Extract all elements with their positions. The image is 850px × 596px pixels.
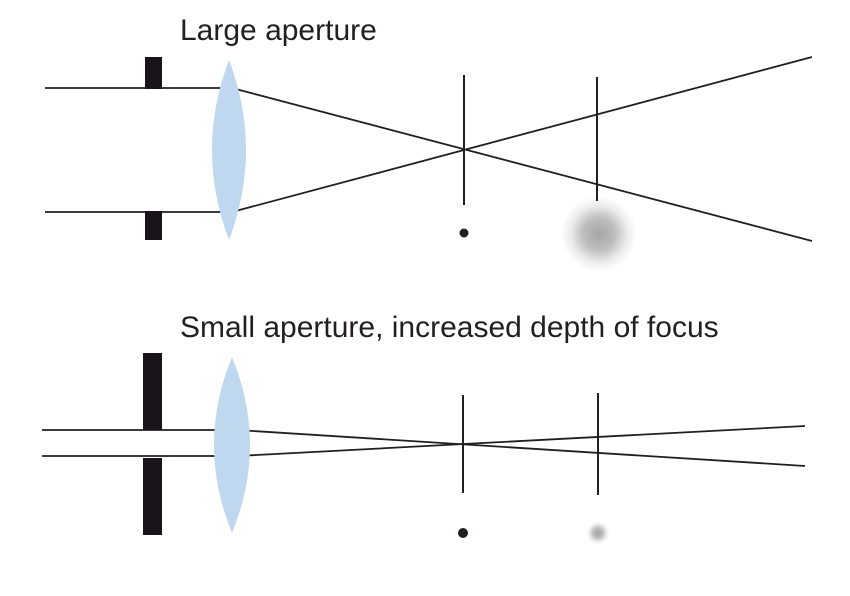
lens <box>212 60 246 240</box>
aperture-stop-top-bar <box>143 353 162 430</box>
blur-spot-small <box>586 521 610 545</box>
aperture-stop-top-bar <box>145 57 162 89</box>
small-aperture-title: Small aperture, increased depth of focus <box>180 311 719 344</box>
focused-point-dot <box>459 228 469 238</box>
focused-point-dot <box>458 528 468 538</box>
small-aperture-diagram: Small aperture, increased depth of focus <box>42 311 806 545</box>
lens <box>214 357 250 533</box>
aperture-stop-bottom-bar <box>145 211 162 240</box>
large-aperture-title: Large aperture <box>180 14 377 47</box>
blur-spot-large <box>561 196 637 272</box>
large-aperture-diagram: Large aperture <box>45 14 813 272</box>
aperture-stop-bottom-bar <box>143 458 162 535</box>
